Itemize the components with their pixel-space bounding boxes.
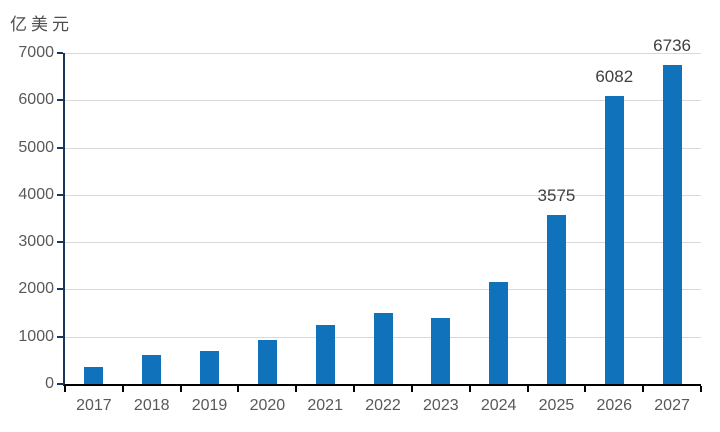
bar-2018 — [142, 354, 162, 384]
bar-2027 — [662, 65, 682, 384]
y-axis-tick-label: 7000 — [18, 44, 54, 61]
x-axis-tick — [121, 386, 124, 392]
bar-value-label: 6082 — [595, 67, 634, 87]
bar-value-label: 3575 — [537, 185, 576, 205]
bar-2026 — [604, 96, 624, 384]
plot-area: 0 1000 2000 3000 4000 5000 6000 7000 2017 2018 201… — [18, 37, 702, 414]
y-axis-tick — [57, 52, 63, 54]
x-axis-category-label: 2021 — [307, 397, 343, 414]
y-axis-tick-label: 2000 — [18, 280, 54, 298]
y-axis-tick-label: 1000 — [18, 327, 54, 345]
x-axis-category-label: 2020 — [249, 397, 286, 414]
bar-2022 — [373, 313, 393, 384]
x-axis-tick — [237, 386, 240, 392]
bar-2024 — [489, 282, 509, 384]
bar-2021 — [315, 324, 335, 384]
x-axis-category-label: 2025 — [538, 397, 575, 414]
x-axis-category-label: 2023 — [423, 397, 459, 414]
bar-2017 — [84, 367, 104, 384]
y-axis-tick — [57, 288, 63, 291]
x-axis-tick — [64, 386, 66, 392]
bar-value-label: 6736 — [653, 36, 691, 56]
x-axis-category-label: 2027 — [654, 397, 690, 414]
x-axis-category-label: 2017 — [76, 397, 112, 414]
x-axis-tick — [410, 386, 413, 392]
y-axis-unit-label: 亿美元 — [10, 15, 73, 35]
x-axis-tick — [526, 386, 529, 392]
y-axis-tick — [57, 99, 63, 102]
y-axis-tick-label: 3000 — [18, 233, 54, 251]
gridline — [65, 242, 701, 244]
bar-2020 — [257, 340, 277, 384]
gridline — [65, 100, 701, 102]
y-axis-tick — [57, 146, 63, 149]
x-axis-category-label: 2026 — [596, 397, 633, 414]
x-axis-category-label: 2024 — [480, 397, 517, 414]
y-axis-tick — [57, 241, 63, 244]
x-axis-tick — [295, 386, 298, 392]
x-axis-tick — [468, 386, 471, 392]
bar-2019 — [200, 351, 220, 384]
x-axis-tick — [642, 386, 645, 392]
gridline — [65, 53, 701, 54]
x-axis-tick — [179, 386, 182, 392]
x-axis-category-label: 2019 — [191, 397, 228, 414]
y-axis-tick-label: 6000 — [18, 91, 54, 109]
y-axis-tick — [57, 193, 63, 196]
bar-2025 — [546, 214, 566, 384]
bar-2023 — [431, 317, 451, 384]
y-axis-tick-label: 0 — [45, 375, 54, 392]
gridline — [65, 289, 701, 291]
y-axis-tick — [57, 335, 63, 338]
x-axis-category-label: 2018 — [133, 397, 170, 414]
gridline — [65, 194, 701, 196]
y-axis-tick — [57, 383, 63, 385]
x-axis-tick — [584, 386, 587, 392]
x-axis-category-label: 2022 — [365, 397, 401, 414]
x-axis-tick — [353, 386, 356, 392]
y-axis-tick-label: 4000 — [18, 185, 54, 203]
x-axis-tick — [700, 386, 702, 392]
y-axis-tick-label: 5000 — [18, 138, 54, 156]
gridline — [65, 147, 701, 149]
